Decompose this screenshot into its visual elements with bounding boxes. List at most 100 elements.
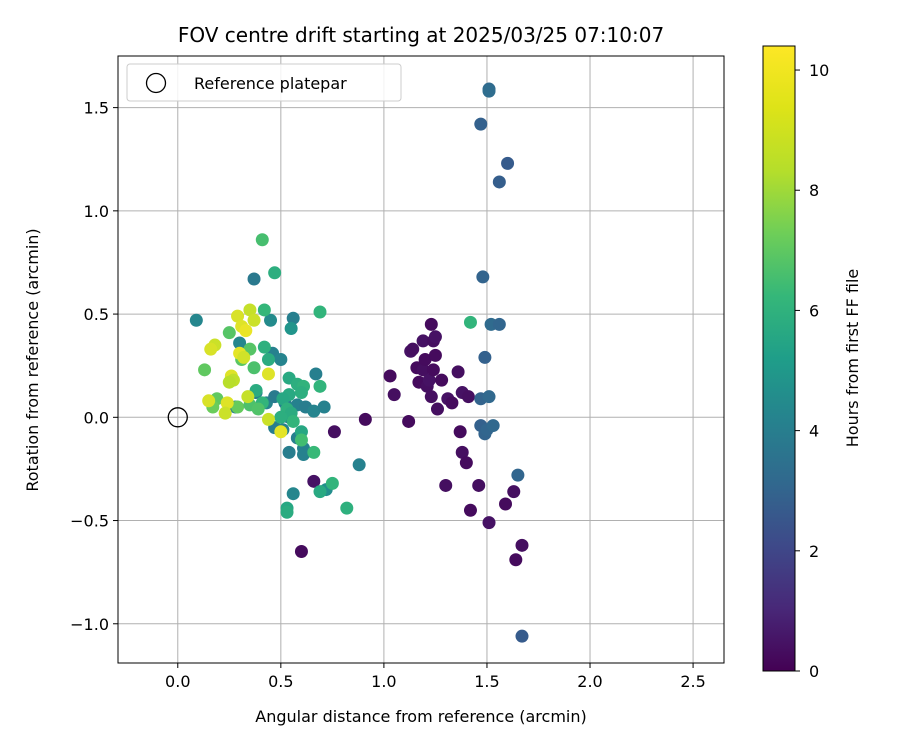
scatter-point bbox=[451, 365, 465, 379]
scatter-point bbox=[383, 369, 397, 383]
scatter-point bbox=[453, 425, 467, 439]
scatter-point bbox=[309, 367, 323, 381]
scatter-point bbox=[313, 305, 327, 319]
scatter-point bbox=[358, 412, 372, 426]
scatter-point bbox=[280, 505, 294, 519]
scatter-point bbox=[418, 353, 432, 366]
scatter-point bbox=[204, 342, 218, 356]
scatter-point bbox=[233, 336, 247, 350]
scatter-point bbox=[282, 445, 296, 459]
plot-frame bbox=[117, 55, 725, 664]
scatter-point bbox=[445, 396, 459, 410]
scatter-point bbox=[247, 272, 261, 286]
x-tick-label: 2.0 bbox=[577, 672, 602, 691]
scatter-point bbox=[274, 410, 288, 424]
scatter-point bbox=[325, 476, 339, 490]
colorbar-tick-label: 8 bbox=[809, 181, 819, 200]
scatter-point bbox=[261, 353, 275, 366]
scatter-point bbox=[284, 322, 298, 336]
x-axis-ticks: 0.0 0.5 1.0 1.5 2.0 2.5 bbox=[165, 663, 706, 691]
scatter-point bbox=[406, 342, 420, 356]
scatter-point bbox=[294, 433, 308, 447]
scatter-point bbox=[286, 414, 300, 428]
scatter-point bbox=[251, 402, 265, 416]
scatter-point bbox=[424, 390, 438, 404]
scatter-point bbox=[264, 313, 278, 327]
scatter-point bbox=[463, 503, 477, 517]
scatter-point bbox=[307, 474, 321, 488]
scatter-point bbox=[492, 317, 506, 331]
scatter-point bbox=[416, 363, 430, 377]
x-axis-label: Angular distance from reference (arcmin) bbox=[255, 707, 586, 726]
x-tick-label: 1.5 bbox=[474, 672, 499, 691]
y-axis-label: Rotation from reference (arcmin) bbox=[23, 228, 42, 491]
x-tick-label: 2.5 bbox=[680, 672, 705, 691]
scatter-point bbox=[261, 367, 275, 381]
scatter-point bbox=[435, 373, 449, 387]
scatter-point bbox=[307, 404, 321, 418]
reference-platepar-marker bbox=[167, 407, 188, 428]
scatter-point bbox=[222, 326, 236, 340]
scatter-point bbox=[478, 350, 492, 364]
scatter-point bbox=[313, 485, 327, 499]
scatter-point bbox=[198, 363, 212, 377]
scatter-point bbox=[501, 156, 515, 170]
x-tick-label: 0.0 bbox=[165, 672, 190, 691]
scatter-point bbox=[387, 388, 401, 402]
y-tick-label: 0.0 bbox=[84, 408, 109, 427]
scatter-point bbox=[352, 458, 366, 472]
legend-box bbox=[126, 63, 402, 102]
scatter-point bbox=[237, 350, 251, 364]
scatter-point bbox=[317, 400, 331, 414]
y-tick-label: 0.5 bbox=[84, 305, 109, 324]
scatter-point bbox=[428, 348, 442, 362]
x-tick-label: 1.0 bbox=[371, 672, 396, 691]
scatter-point bbox=[274, 425, 288, 439]
x-tick-label: 0.5 bbox=[268, 672, 293, 691]
scatter-point bbox=[294, 545, 308, 559]
scatter-point bbox=[220, 396, 234, 410]
scatter-point bbox=[482, 390, 496, 404]
scatter-point bbox=[202, 394, 216, 408]
scatter-point bbox=[231, 309, 245, 323]
grid-lines bbox=[118, 56, 724, 663]
scatter-point bbox=[459, 456, 473, 470]
scatter-point bbox=[439, 478, 453, 492]
legend-label-reference: Reference platepar bbox=[194, 74, 347, 93]
scatter-point bbox=[218, 406, 232, 420]
scatter-point bbox=[509, 553, 523, 567]
scatter-point bbox=[231, 400, 245, 414]
legend: Reference platepar bbox=[126, 63, 402, 102]
scatter-point bbox=[257, 340, 271, 354]
scatter-point bbox=[307, 445, 321, 459]
scatter-point bbox=[507, 485, 521, 499]
scatter-point bbox=[239, 324, 253, 338]
scatter-point bbox=[455, 445, 469, 459]
scatter-point bbox=[276, 392, 290, 406]
scatter-point bbox=[463, 315, 477, 329]
reference-marker-layer bbox=[167, 407, 188, 428]
scatter-point bbox=[476, 270, 490, 284]
scatter-point bbox=[482, 84, 496, 98]
legend-marker-open-circle bbox=[145, 72, 167, 94]
scatter-point bbox=[492, 175, 506, 189]
scatter-point bbox=[243, 303, 257, 317]
y-tick-label: 1.0 bbox=[84, 202, 109, 221]
scatter-point bbox=[294, 386, 308, 400]
scatter-point bbox=[515, 629, 529, 643]
scatter-point bbox=[274, 353, 288, 366]
scatter-point bbox=[241, 390, 255, 404]
colorbar-gradient bbox=[762, 45, 796, 672]
y-tick-label: −1.0 bbox=[70, 615, 109, 634]
scatter-point bbox=[422, 373, 436, 387]
chart-title: FOV centre drift starting at 2025/03/25 … bbox=[178, 23, 664, 47]
scatter-point bbox=[499, 497, 513, 511]
scatter-point bbox=[424, 317, 438, 331]
scatter-point bbox=[189, 313, 203, 327]
scatter-point bbox=[247, 361, 261, 375]
scatter-point bbox=[430, 402, 444, 416]
y-tick-label: 1.5 bbox=[84, 99, 109, 118]
scatter-point bbox=[515, 538, 529, 552]
scatter-point bbox=[297, 447, 311, 461]
